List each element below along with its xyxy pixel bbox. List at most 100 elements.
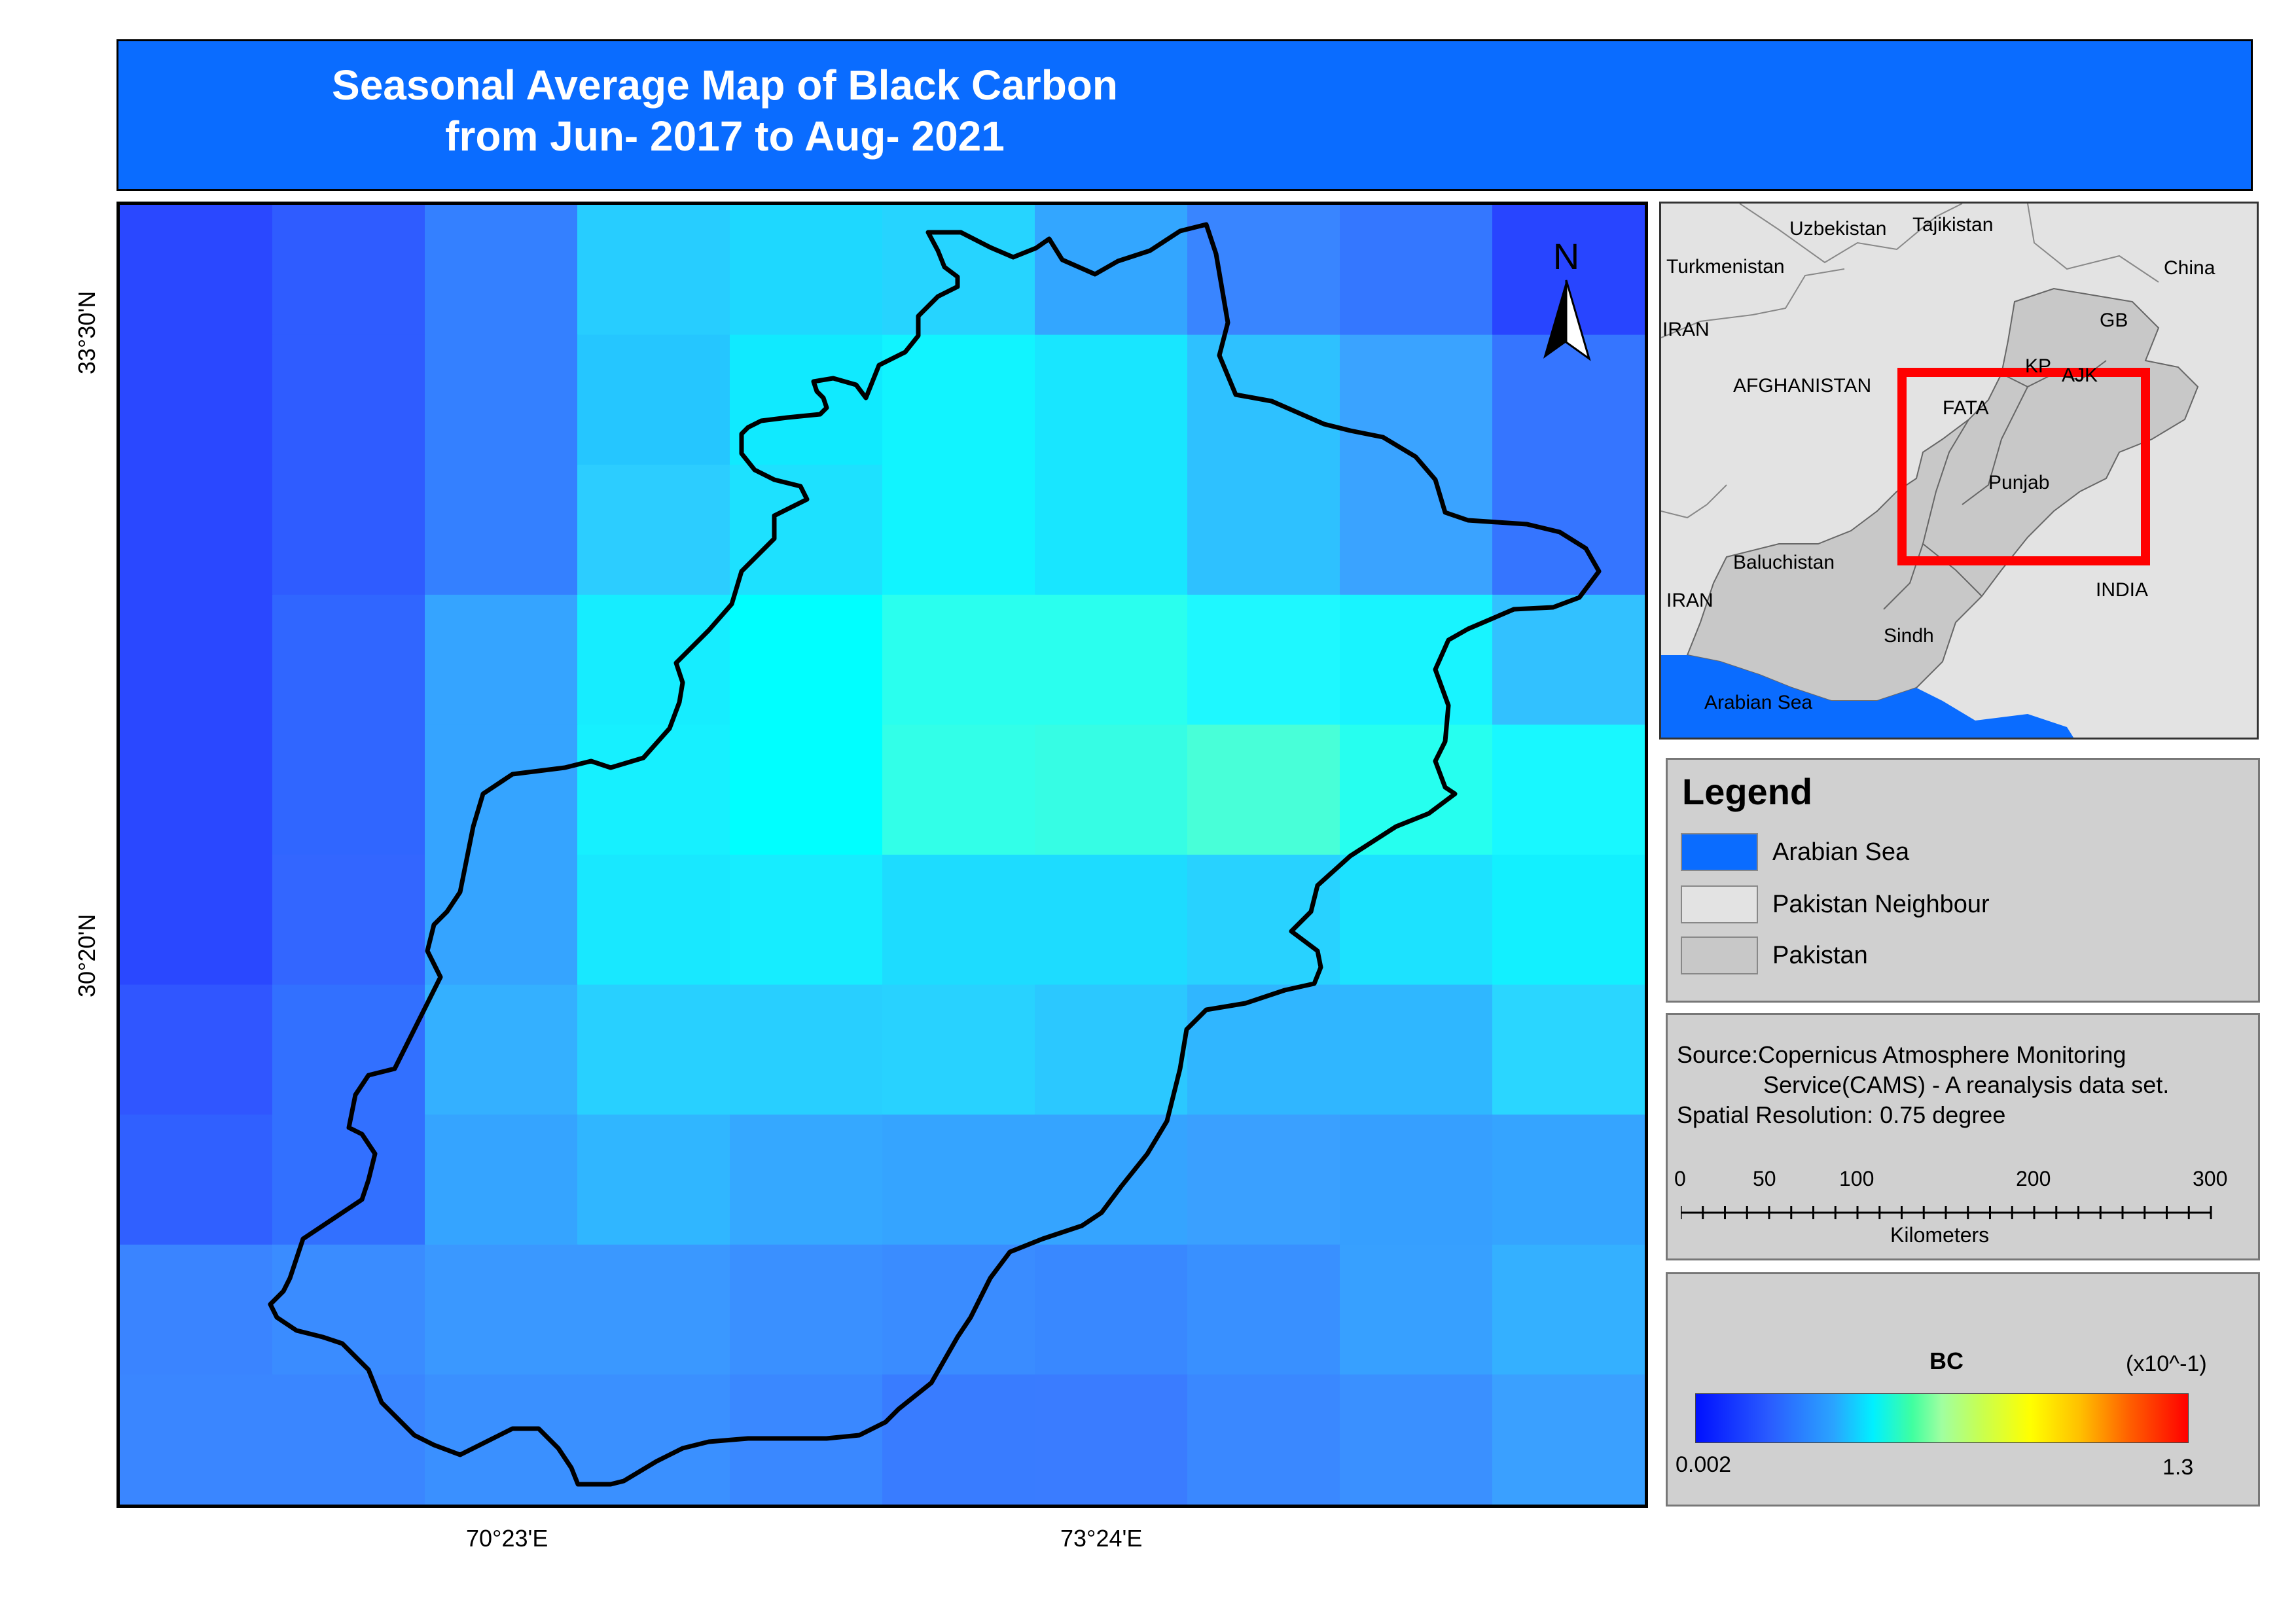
- bc-grid-cell: [1035, 724, 1188, 855]
- inset-map-canvas: [1661, 204, 2257, 738]
- bc-grid-cell: [730, 724, 883, 855]
- inset-label-ajk: AJK: [2062, 365, 2098, 386]
- north-arrow-label: N: [1553, 236, 1579, 277]
- inset-label-arabian-sea: Arabian Sea: [1704, 692, 1813, 713]
- colorbar-unit: (x10^-1): [2126, 1351, 2207, 1376]
- bc-grid-cell: [1035, 465, 1188, 596]
- bc-grid-cell: [120, 334, 273, 466]
- bc-grid-cell: [730, 1244, 883, 1376]
- legend-label-pakistan: Pakistan: [1772, 942, 1868, 969]
- bc-grid-cell: [120, 1244, 273, 1376]
- lon-label-east: 73°24'E: [1060, 1525, 1143, 1552]
- legend-panel: Legend Arabian Sea Pakistan Neighbour Pa…: [1666, 758, 2260, 1003]
- bc-grid-cell: [425, 1244, 578, 1376]
- bc-grid-cell: [577, 465, 730, 596]
- inset-label-uzbekistan: Uzbekistan: [1789, 218, 1887, 240]
- inset-label-turkmenistan: Turkmenistan: [1666, 256, 1785, 277]
- bc-grid-cell: [1035, 1374, 1188, 1505]
- legend-label-arabian-sea: Arabian Sea: [1772, 838, 1910, 866]
- province-line: [1922, 543, 1982, 597]
- bc-grid-cell: [272, 1374, 425, 1505]
- lon-label-west: 70°23'E: [466, 1525, 548, 1552]
- north-arrow: N: [1543, 236, 1591, 361]
- bc-grid-cell: [1340, 984, 1493, 1116]
- bc-grid-cell: [1340, 1115, 1493, 1245]
- resolution-text: Spatial Resolution: 0.75 degree: [1677, 1101, 2006, 1128]
- bc-grid-cell: [1187, 1115, 1340, 1245]
- bc-grid-cell: [577, 1244, 730, 1376]
- bc-grid-cell: [1340, 724, 1493, 855]
- bc-grid-cell: [882, 205, 1035, 336]
- bc-grid-cell: [272, 594, 425, 726]
- bc-grid-cell: [120, 594, 273, 726]
- bc-grid-cell: [730, 205, 883, 336]
- bc-grid-cell: [425, 1115, 578, 1245]
- main-map[interactable]: N: [117, 202, 1648, 1508]
- bc-grid: [120, 205, 1645, 1505]
- bc-grid-cell: [730, 594, 883, 726]
- inset-label-punjab: Punjab: [1988, 472, 2050, 493]
- bc-grid-cell: [1340, 1374, 1493, 1505]
- study-area-box: [1897, 368, 2150, 565]
- colorbar-max: 1.3: [2162, 1455, 2194, 1480]
- bc-grid-cell: [272, 984, 425, 1116]
- province-line: [1883, 419, 1969, 610]
- scale-bar: [1681, 1206, 2212, 1219]
- colorbar-title: BC: [1929, 1347, 1964, 1374]
- inset-label-kp: KP: [2025, 355, 2052, 377]
- bc-grid-cell: [425, 334, 578, 466]
- bc-grid-cell: [272, 1115, 425, 1245]
- bc-grid-cell: [577, 855, 730, 986]
- bc-grid-cell: [882, 1374, 1035, 1505]
- bc-grid-cell: [1340, 205, 1493, 336]
- bc-grid-cell: [272, 855, 425, 986]
- bc-grid-cell: [882, 1244, 1035, 1376]
- bc-grid-cell: [1187, 1244, 1340, 1376]
- bc-grid-cell: [1035, 1115, 1188, 1245]
- bc-grid-cell: [272, 465, 425, 596]
- inset-label-afghanistan: AFGHANISTAN: [1733, 375, 1872, 397]
- bc-grid-cell: [882, 465, 1035, 596]
- map-title-box: Seasonal Average Map of Black Carbon fro…: [117, 39, 2253, 191]
- bc-grid-cell: [1340, 334, 1493, 466]
- map-title-line-2: from Jun- 2017 to Aug- 2021: [445, 113, 1005, 160]
- legend-label-neighbour: Pakistan Neighbour: [1772, 891, 1990, 918]
- scale-unit: Kilometers: [1890, 1223, 1990, 1247]
- bc-grid-cell: [730, 1115, 883, 1245]
- scale-tick-label: 200: [2016, 1167, 2051, 1190]
- bc-grid-cell: [730, 984, 883, 1116]
- bc-grid-cell: [272, 334, 425, 466]
- legend-swatch-neighbour: [1681, 885, 1758, 923]
- bc-grid-cell: [120, 984, 273, 1116]
- inset-map[interactable]: Uzbekistan Tajikistan Turkmenistan China…: [1659, 202, 2259, 740]
- lat-label-south: 30°20'N: [73, 914, 100, 997]
- border-line: [1661, 484, 1727, 519]
- bc-grid-cell: [1187, 855, 1340, 986]
- bc-grid-cell: [120, 205, 273, 336]
- bc-grid-cell: [730, 334, 883, 466]
- bc-grid-cell: [272, 724, 425, 855]
- border-line: [2027, 204, 2159, 283]
- bc-grid-cell: [730, 855, 883, 986]
- bc-grid-cell: [1187, 984, 1340, 1116]
- inset-label-iran-north: IRAN: [1662, 319, 1710, 340]
- bc-grid-cell: [1035, 855, 1188, 986]
- bc-grid-cell: [882, 984, 1035, 1116]
- bc-grid-cell: [425, 205, 578, 336]
- inset-label-gb: GB: [2100, 310, 2128, 331]
- map-title-line-1: Seasonal Average Map of Black Carbon: [332, 62, 1118, 109]
- scale-tick-label: 300: [2193, 1167, 2228, 1190]
- lat-label-north: 33°30'N: [73, 291, 100, 374]
- bc-grid-cell: [120, 855, 273, 986]
- bc-grid-cell: [1187, 465, 1340, 596]
- bc-grid-cell: [1035, 334, 1188, 466]
- bc-grid-cell: [425, 1374, 578, 1505]
- bc-grid-cell: [425, 855, 578, 986]
- bc-grid-cell: [425, 465, 578, 596]
- bc-grid-cell: [1035, 1244, 1188, 1376]
- bc-grid-cell: [577, 205, 730, 336]
- bc-grid-cell: [1492, 594, 1645, 726]
- bc-grid-cell: [1340, 1244, 1493, 1376]
- inset-label-sindh: Sindh: [1884, 625, 1934, 647]
- bc-grid-cell: [1492, 855, 1645, 986]
